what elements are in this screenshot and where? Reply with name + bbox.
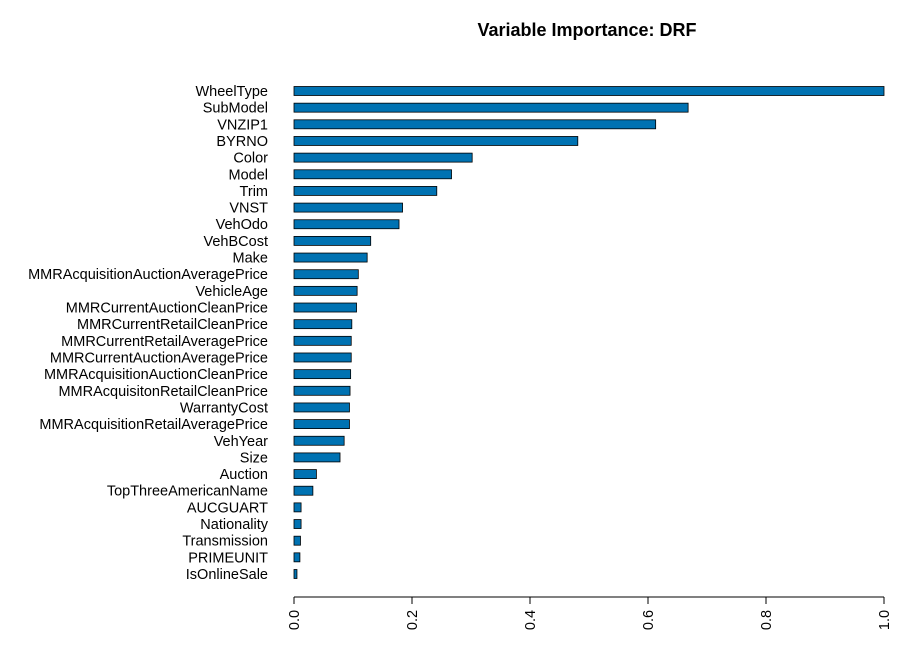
bar-MMRAcquisitionAuctionCleanPrice [293,369,352,380]
bar-VehOdo [293,219,400,230]
bar-SubModel [293,102,689,113]
bar-Size [293,452,341,463]
category-label: MMRAcquisitionAuctionAveragePrice [28,267,268,283]
bar-Trim [293,186,438,196]
bar-MMRCurrentAuctionAveragePrice [293,352,352,363]
x-tick-label: 0.8 [759,610,775,630]
x-tick-label: 0.2 [405,610,421,630]
category-label: Nationality [200,517,268,533]
category-label: MMRAcquisitionRetailAveragePrice [39,417,268,433]
category-label: VehYear [214,434,268,450]
bar-Transmission [293,535,301,546]
bar-MMRCurrentRetailAveragePrice [293,335,352,346]
category-label: Auction [220,467,268,483]
bar-VehBCost [293,235,372,246]
bar-PRIMEUNIT [293,552,301,563]
bar-Make [293,252,368,263]
category-label: WheelType [195,84,268,100]
x-tick-label: 0.6 [641,610,657,630]
bar-Auction [293,469,317,479]
bar-VNST [293,202,403,213]
category-label: Transmission [182,534,268,550]
bar-MMRAcquisitonRetailCleanPrice [293,385,351,396]
category-label: SubModel [203,101,268,117]
bar-MMRAcquisitionRetailAveragePrice [293,419,350,430]
category-label: VNST [229,201,268,217]
category-label: MMRAcquisitonRetailCleanPrice [58,384,268,400]
category-label: Make [233,251,268,267]
category-label: MMRCurrentAuctionCleanPrice [66,301,268,317]
category-label: Size [240,450,268,466]
category-label: VNZIP1 [217,117,268,133]
x-tick-label: 0.0 [287,610,303,630]
bar-VehYear [293,435,345,446]
chart-title: Variable Importance: DRF [477,20,696,40]
x-tick-label: 0.4 [523,610,539,630]
category-label: VehBCost [204,234,269,250]
category-label: AUCGUART [187,500,268,516]
bar-BYRNO [293,136,579,146]
category-label: MMRAcquisitionAuctionCleanPrice [44,367,268,383]
category-labels: WheelTypeSubModelVNZIP1BYRNOColorModelTr… [28,84,269,583]
category-label: Color [233,151,268,167]
bars-group [293,86,885,579]
category-label: VehOdo [216,217,268,233]
category-label: IsOnlineSale [186,567,268,583]
category-label: MMRCurrentRetailAveragePrice [61,334,268,350]
bar-VNZIP1 [293,119,657,130]
bar-AUCGUART [293,502,302,513]
bar-VehicleAge [293,285,358,296]
bar-MMRCurrentRetailCleanPrice [293,319,353,330]
category-label: BYRNO [216,134,268,150]
category-label: MMRCurrentRetailCleanPrice [77,317,268,333]
bar-MMRAcquisitionAuctionAveragePrice [293,269,359,280]
x-tick-label: 1.0 [877,610,893,630]
category-label: TopThreeAmericanName [107,484,268,500]
bar-Model [293,169,452,180]
bar-Color [293,152,473,163]
bar-TopThreeAmericanName [293,485,314,496]
bar-MMRCurrentAuctionCleanPrice [293,302,357,313]
category-label: VehicleAge [195,284,268,300]
bar-WarrantyCost [293,402,350,413]
category-label: WarrantyCost [180,400,268,416]
category-label: PRIMEUNIT [188,550,268,566]
x-axis: 0.0 0.2 0.4 0.6 0.8 1.0 [287,596,893,630]
bar-WheelType [293,86,885,96]
category-label: Model [229,167,269,183]
category-label: Trim [240,184,268,200]
bar-Nationality [293,519,302,529]
bar-IsOnlineSale [293,569,298,579]
category-label: MMRCurrentAuctionAveragePrice [50,350,268,366]
